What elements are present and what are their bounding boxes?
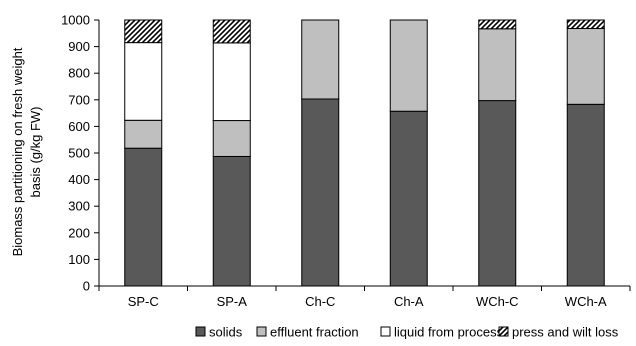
bar-segment-effluent-fraction xyxy=(124,119,163,149)
y-tick-label: 900 xyxy=(68,39,90,54)
bar-stack-sp-c xyxy=(124,19,163,287)
bar-stack-ch-c xyxy=(301,19,340,287)
bar-segment-solids xyxy=(566,103,605,287)
legend-swatch xyxy=(380,326,391,337)
y-tick-label: 200 xyxy=(68,225,90,240)
y-axis-title-line-1: Biomass partitioning on fresh weight xyxy=(10,47,25,256)
bar-segment-effluent-fraction xyxy=(212,120,251,157)
y-axis-title: Biomass partitioning on fresh weight bas… xyxy=(10,47,43,256)
legend-label: press and wilt loss xyxy=(512,325,619,340)
bar-segment-solids xyxy=(478,100,517,287)
bar-segment-press-and-wilt-loss xyxy=(478,19,517,30)
x-tick-label: Ch-C xyxy=(305,294,335,309)
y-tick-label: 300 xyxy=(68,199,90,214)
y-tick-label: 1000 xyxy=(61,13,90,28)
y-axis-title-line-2: basis (g/kg FW) xyxy=(28,106,43,197)
y-axis: 0 100 200 300 400 500 600 700 800 900 1000 xyxy=(61,13,100,294)
legend-item-effluent-fraction: effluent fraction xyxy=(256,325,359,340)
legend-label: liquid from process xyxy=(394,325,504,340)
y-tick-label: 600 xyxy=(68,119,90,134)
legend-swatch xyxy=(195,326,206,337)
legend-label: solids xyxy=(209,325,243,340)
x-axis: SP-C SP-A Ch-C Ch-A WCh-C WCh-A xyxy=(98,285,631,309)
y-tick-label: 100 xyxy=(68,252,90,267)
x-tick-label: SP-C xyxy=(128,294,159,309)
bar-segment-press-and-wilt-loss xyxy=(124,19,163,44)
bar-segment-solids xyxy=(124,147,163,287)
bar-segment-effluent-fraction xyxy=(301,19,340,100)
x-tick-label: WCh-C xyxy=(476,294,519,309)
legend-item-liquid-from-process: liquid from process xyxy=(380,325,504,340)
y-tick-label: 800 xyxy=(68,66,90,81)
legend-swatch xyxy=(498,326,509,337)
x-tick-label: WCh-A xyxy=(565,294,607,309)
bar-stack-sp-a xyxy=(212,19,251,287)
bar-stack-wch-c xyxy=(478,19,517,287)
bar-segment-liquid-from-process xyxy=(124,42,163,121)
bar-segment-effluent-fraction xyxy=(478,28,517,102)
legend-item-press-and-wilt-loss: press and wilt loss xyxy=(498,325,619,340)
legend-label: effluent fraction xyxy=(270,325,359,340)
bar-segment-press-and-wilt-loss xyxy=(212,19,251,44)
legend-item-solids: solids xyxy=(195,325,243,340)
bar-segment-solids xyxy=(212,155,251,287)
legend: solids effluent fraction liquid from proce… xyxy=(195,325,619,340)
y-tick-label: 0 xyxy=(83,279,90,294)
bar-stack-ch-a xyxy=(389,19,428,287)
x-tick-label: SP-A xyxy=(217,294,248,309)
bar-segment-solids xyxy=(301,98,340,287)
bar-stack-wch-a xyxy=(566,19,605,287)
y-tick-label: 400 xyxy=(68,172,90,187)
y-tick-label: 700 xyxy=(68,92,90,107)
x-tick-label: Ch-A xyxy=(394,294,424,309)
bar-segment-liquid-from-process xyxy=(212,42,251,122)
bar-segment-effluent-fraction xyxy=(566,28,605,105)
legend-swatch xyxy=(256,326,267,337)
bar-segment-effluent-fraction xyxy=(389,19,428,112)
y-tick-label: 500 xyxy=(68,146,90,161)
bar-segment-solids xyxy=(389,110,428,287)
bars xyxy=(124,19,605,287)
bar-segment-press-and-wilt-loss xyxy=(566,19,605,30)
